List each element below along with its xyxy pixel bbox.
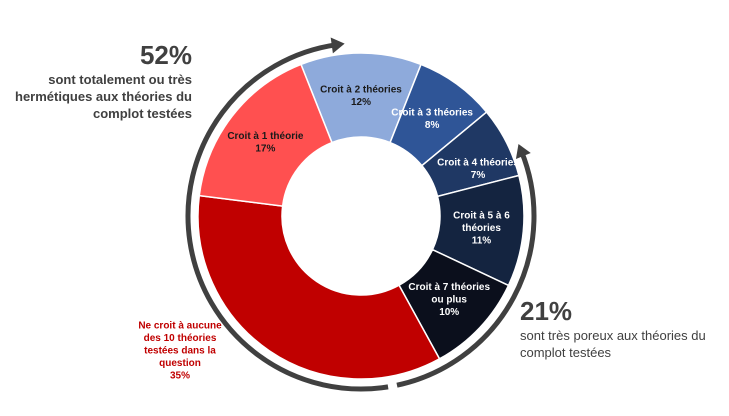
- arrow-porous: [396, 150, 537, 388]
- callout-porous: 21% sont très poreux aux théories du com…: [520, 296, 720, 361]
- callout-hermetic-percent: 52%: [139, 40, 192, 70]
- callout-hermetic-text: sont totalement ou très hermétiques aux …: [15, 72, 192, 121]
- callout-porous-text: sont très poreux aux théories du complot…: [520, 328, 706, 360]
- arrow-hermetic-head: [330, 37, 345, 54]
- slice-croit-a-1-theorie: [198, 63, 333, 207]
- arrow-hermetic: [185, 42, 389, 392]
- slice-ne-croit-a-aucune: [197, 194, 441, 380]
- slice-label-croit-a-7-theories: Croit à 7 théories ou plus 10%: [408, 282, 490, 318]
- slice-label-croit-a-2-theories: Croit à 2 théories 12%: [320, 84, 402, 108]
- slice-label-croit-a-4-theories: Croit à 4 théories 7%: [437, 157, 519, 181]
- slice-label-croit-a-1-theorie: Croit à 1 théorie 17%: [227, 131, 304, 155]
- slice-label-croit-a-5-a-6: Croit à 5 à 6 théories 11%: [453, 210, 510, 246]
- slice-label-croit-a-3-theories: Croit à 3 théories 8%: [391, 107, 473, 131]
- slice-label-ne-croit-a-aucune: Ne croit à aucune des 10 théories testées …: [138, 321, 222, 382]
- callout-porous-percent: 21%: [520, 296, 573, 326]
- arrow-porous-head: [515, 143, 531, 160]
- callout-hermetic: 52% sont totalement ou très hermétiques …: [2, 40, 192, 122]
